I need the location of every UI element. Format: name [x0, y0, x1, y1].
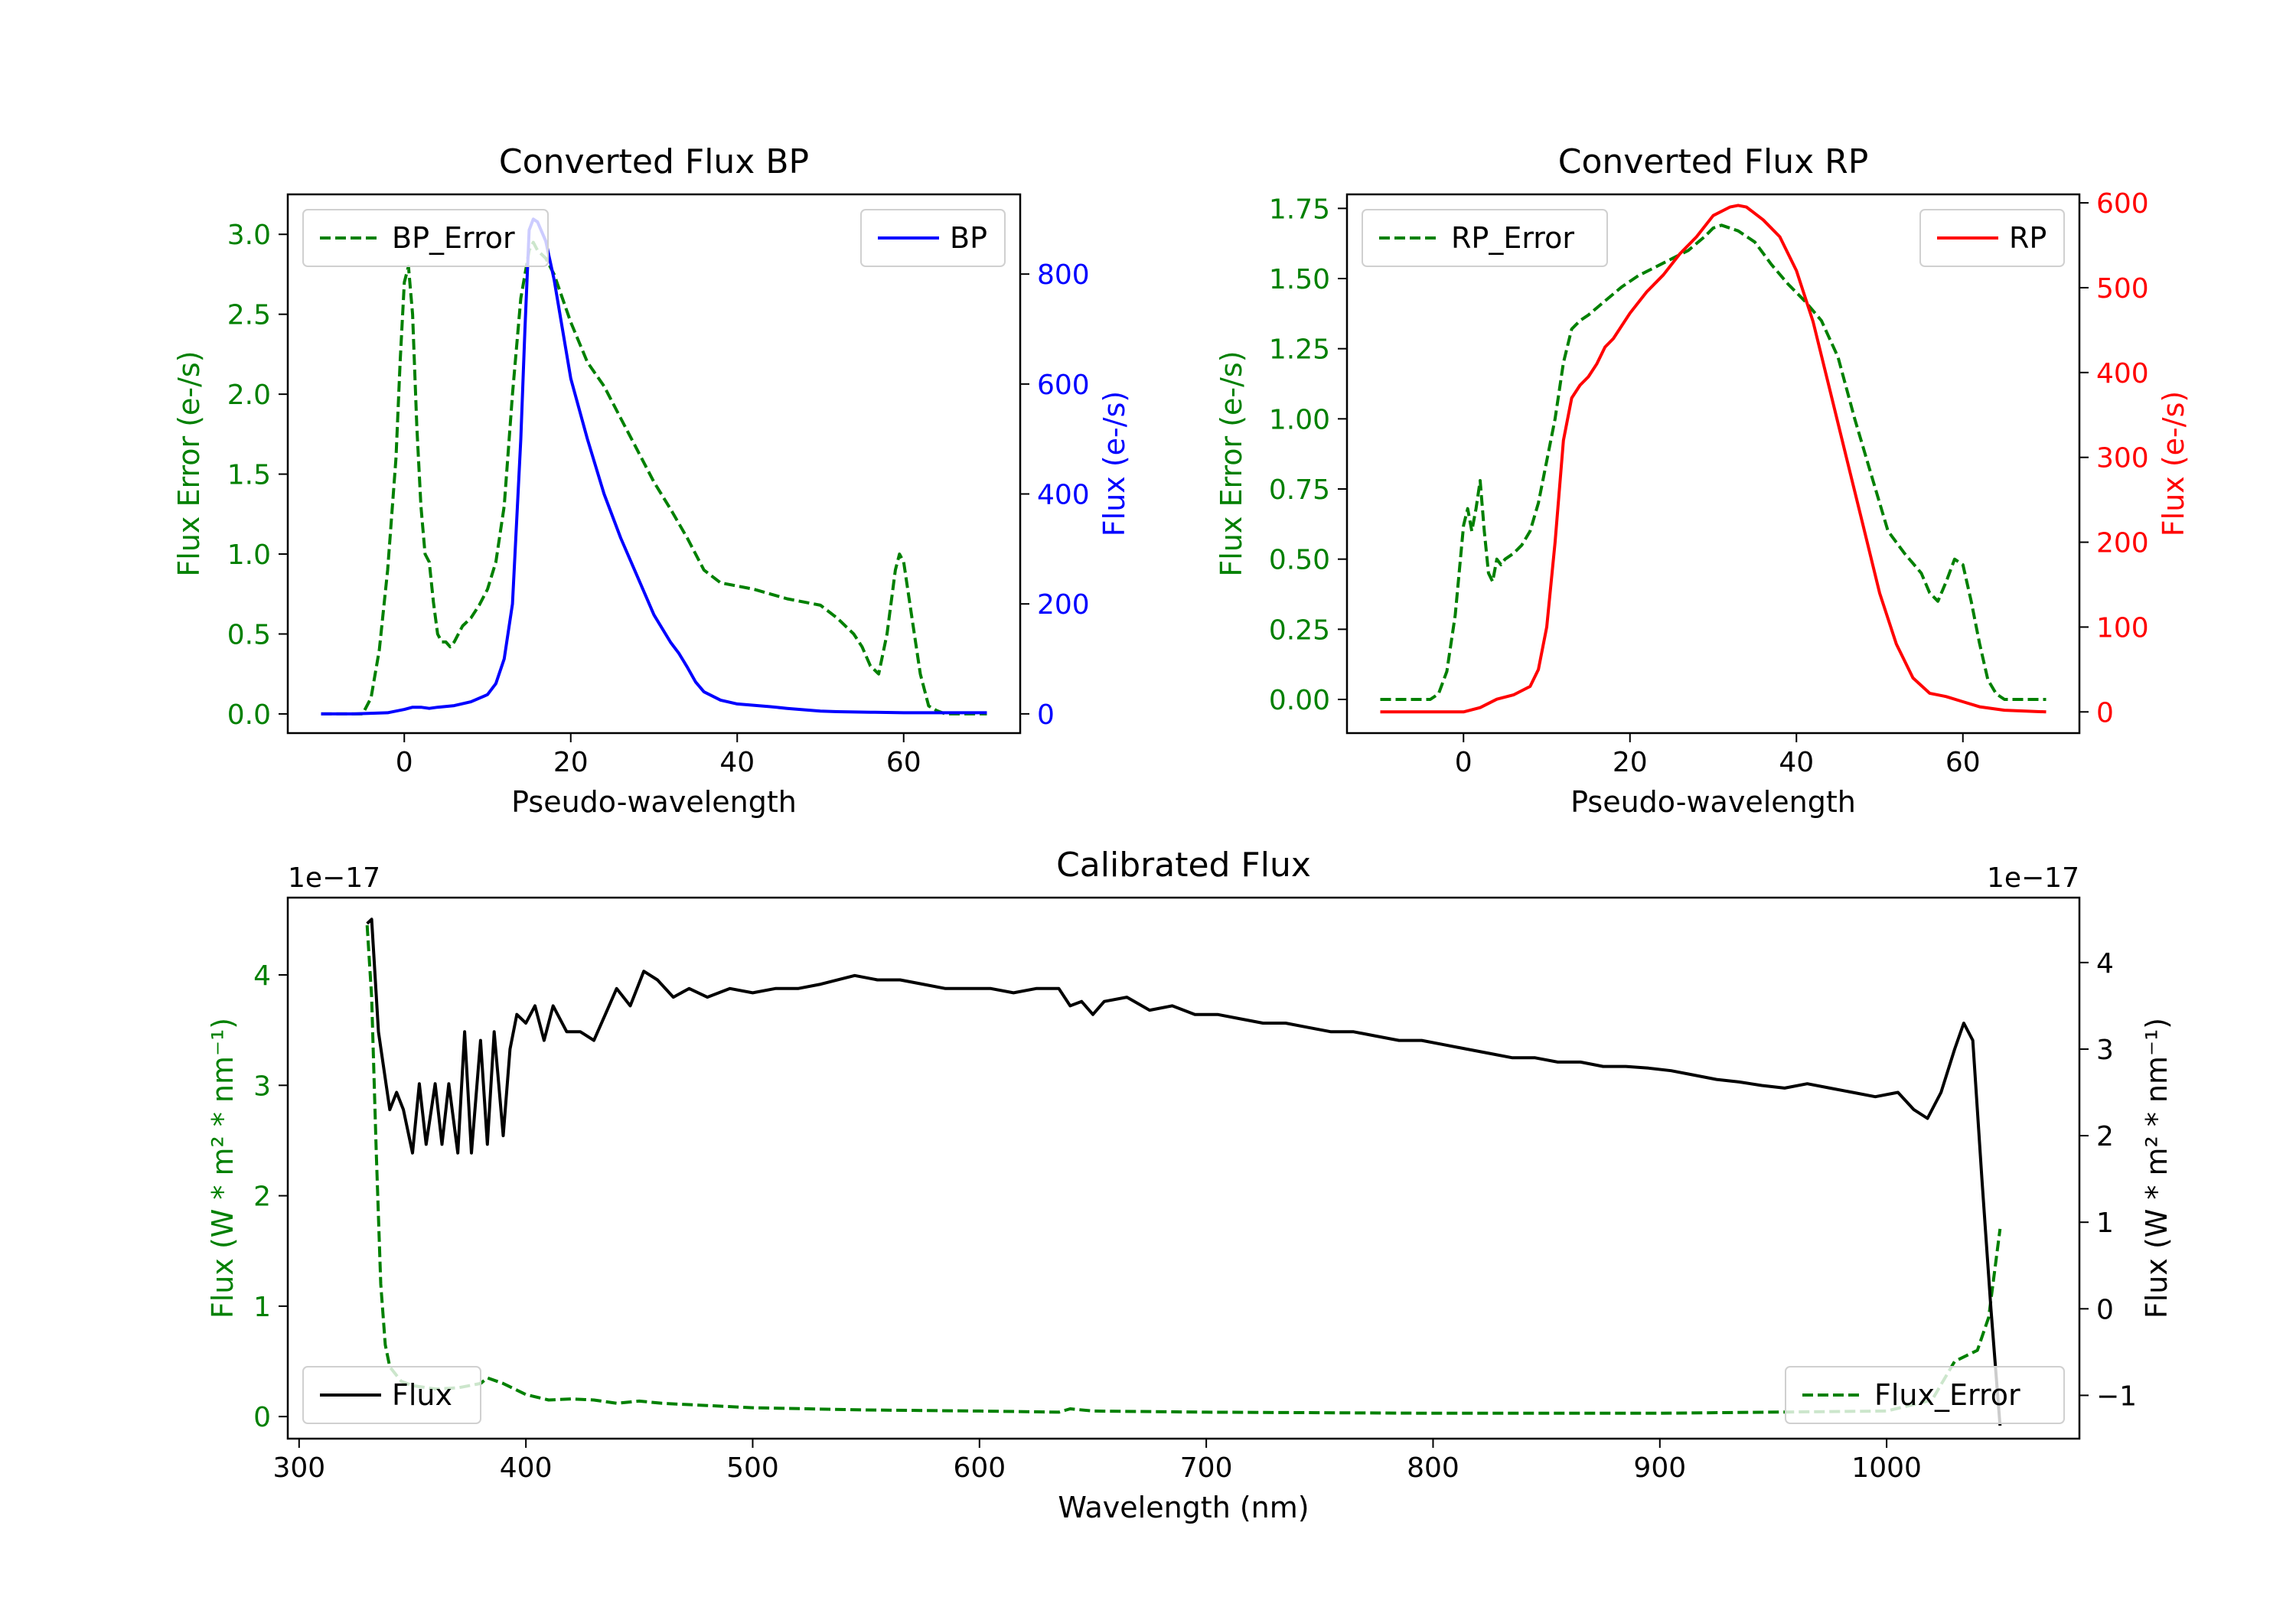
right-tick-label: 600	[2096, 188, 2149, 220]
x-axis-label: Pseudo-wavelength	[1570, 785, 1856, 819]
left-tick-label: 1.25	[1269, 334, 1330, 366]
x-tick-label: 60	[1945, 747, 1981, 778]
right-axis-label: Flux (e-/s)	[2157, 391, 2190, 536]
right-tick-label: 100	[2096, 612, 2149, 644]
right-tick-label: 0	[1037, 699, 1055, 731]
left-tick-label: 2	[253, 1182, 271, 1213]
left-tick-label: 1.5	[227, 460, 271, 491]
legend-bp-error: BP_Error	[302, 209, 549, 267]
left-axis-label: Flux Error (e-/s)	[172, 350, 206, 576]
x-tick-label: 900	[1633, 1452, 1686, 1484]
left-tick-label: 0.25	[1269, 614, 1330, 646]
series-line-bp-error	[321, 240, 987, 715]
legend-label: Flux	[392, 1378, 452, 1412]
x-tick-label: 300	[272, 1452, 325, 1484]
series-line-rp	[1380, 204, 2047, 714]
left-tick-label: 0.50	[1269, 545, 1330, 576]
right-tick-label: 600	[1037, 370, 1090, 401]
legend-bp: BP	[860, 209, 1006, 267]
right-axis-label: Flux (e-/s)	[1097, 391, 1131, 536]
legend-label: RP_Error	[1451, 221, 1574, 255]
axes-frame	[286, 193, 1022, 735]
legend-box	[302, 209, 549, 267]
x-tick-label: 500	[726, 1452, 779, 1484]
legend-box	[1362, 209, 1608, 267]
right-offset-text: 1e−17	[1987, 862, 2079, 894]
left-tick-label: 4	[253, 960, 271, 992]
series-line-flux	[366, 918, 2002, 1426]
x-tick-label: 40	[719, 747, 755, 778]
left-offset-text: 1e−17	[288, 862, 380, 894]
left-tick-label: 0.5	[227, 619, 271, 650]
x-tick-label: 700	[1180, 1452, 1233, 1484]
x-tick-label: 20	[553, 747, 589, 778]
left-tick-label: 1.00	[1269, 404, 1330, 435]
right-tick-label: 0	[2096, 697, 2114, 729]
left-axis-label: Flux Error (e-/s)	[1215, 350, 1248, 576]
right-tick-label: 200	[1037, 589, 1090, 621]
legend-label: BP	[950, 221, 987, 255]
x-tick-label: 0	[1455, 747, 1473, 778]
legend-label: RP	[2009, 221, 2047, 255]
legend-flux-error: Flux_Error	[1785, 1366, 2065, 1424]
x-tick-label: 600	[953, 1452, 1006, 1484]
right-tick-label: 300	[2096, 443, 2149, 474]
right-tick-label: 1	[2096, 1208, 2114, 1239]
right-tick-label: 2	[2096, 1121, 2114, 1152]
left-tick-label: 0.0	[227, 699, 271, 731]
left-tick-label: 3	[253, 1071, 271, 1102]
x-tick-label: 800	[1407, 1452, 1459, 1484]
chart-title: Converted Flux RP	[1558, 142, 1869, 181]
right-tick-label: 3	[2096, 1035, 2114, 1066]
x-axis-label: Wavelength (nm)	[1058, 1491, 1309, 1524]
x-axis-label: Pseudo-wavelength	[511, 785, 797, 819]
right-tick-label: 800	[1037, 259, 1090, 291]
legend-flux: Flux	[302, 1366, 481, 1424]
left-tick-label: 3.0	[227, 220, 271, 251]
right-tick-label: 400	[2096, 358, 2149, 390]
left-tick-label: 2.0	[227, 380, 271, 411]
x-tick-label: 60	[886, 747, 921, 778]
right-tick-label: 0	[2096, 1294, 2114, 1325]
legend-rp: RP	[1919, 209, 2065, 267]
legend-box	[1785, 1366, 2065, 1424]
right-tick-label: −1	[2096, 1380, 2137, 1412]
series-line-bp	[321, 217, 987, 715]
right-tick-label: 4	[2096, 948, 2114, 980]
left-tick-label: 1.50	[1269, 264, 1330, 295]
left-tick-label: 0.75	[1269, 474, 1330, 506]
legend-box	[302, 1366, 481, 1424]
left-tick-label: 2.5	[227, 300, 271, 331]
right-axis-label: Flux (W * m² * nm⁻¹)	[2140, 1018, 2174, 1319]
chart-title: Calibrated Flux	[1056, 846, 1311, 885]
x-tick-label: 400	[500, 1452, 553, 1484]
x-tick-label: 40	[1779, 747, 1814, 778]
chart-bp: Converted Flux BP 0 20 40 60 Pseudo-wavelengt…	[172, 142, 1131, 819]
x-tick-label: 1000	[1851, 1452, 1922, 1484]
left-axis-label: Flux (W * m² * nm⁻¹)	[206, 1018, 240, 1319]
right-tick-label: 200	[2096, 528, 2149, 559]
legend-label: BP_Error	[392, 221, 515, 255]
axes-frame	[1345, 193, 2081, 735]
left-tick-label: 0.00	[1269, 685, 1330, 716]
legend-label: Flux_Error	[1874, 1378, 2020, 1412]
chart-rp: Converted Flux RP 0 20 40 60 Pseudo-wavelengt…	[1215, 142, 2190, 819]
right-tick-label: 500	[2096, 273, 2149, 305]
x-tick-label: 20	[1613, 747, 1648, 778]
axes-frame	[286, 896, 2081, 1440]
left-tick-label: 1.75	[1269, 194, 1330, 225]
left-tick-label: 0	[253, 1402, 271, 1433]
series-line-rp-error	[1380, 223, 2047, 701]
x-tick-label: 0	[396, 747, 413, 778]
legend-rp-error: RP_Error	[1362, 209, 1608, 267]
left-tick-label: 1.0	[227, 539, 271, 571]
chart-title: Converted Flux BP	[499, 142, 809, 181]
left-tick-label: 1	[253, 1292, 271, 1323]
right-tick-label: 400	[1037, 480, 1090, 511]
